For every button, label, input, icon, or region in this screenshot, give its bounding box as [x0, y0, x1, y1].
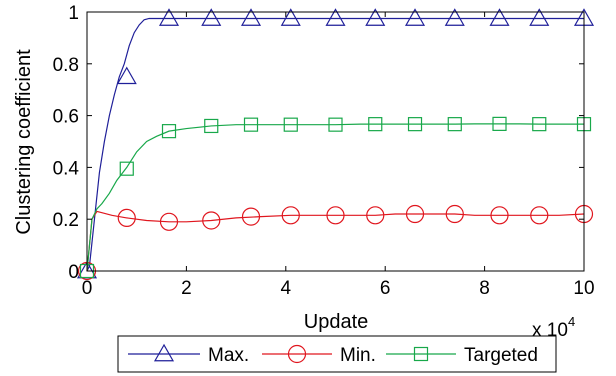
x-tick-label: 4	[281, 278, 292, 299]
series-point-max	[280, 8, 301, 26]
series-point-max	[201, 8, 222, 26]
series-point-targeted	[204, 118, 219, 134]
series-point-targeted	[532, 117, 547, 132]
series-point-min	[281, 206, 300, 225]
series-point-max	[404, 8, 426, 26]
y-tick-label: 0.4	[53, 158, 80, 179]
series-point-min	[530, 206, 549, 225]
legend-label-min: Min.	[340, 345, 376, 366]
series-point-max	[240, 8, 262, 26]
legend-marker-min	[287, 344, 307, 364]
legend-marker-targeted	[413, 346, 429, 362]
x-tick-label: 10	[573, 278, 594, 299]
series-point-max	[325, 8, 346, 26]
series-line-max	[86, 17, 584, 272]
series-point-max	[444, 8, 465, 26]
y-axis-label: Clustering coefficient	[13, 49, 35, 235]
series-point-targeted	[243, 117, 259, 132]
series-point-targeted	[492, 116, 507, 131]
series-point-min	[366, 206, 385, 225]
plot-area-background	[87, 12, 584, 271]
series-point-targeted	[407, 117, 423, 132]
plot-frame	[86, 11, 585, 272]
series-point-min	[117, 208, 136, 228]
series-layer	[76, 8, 595, 281]
series-point-targeted	[161, 124, 177, 139]
series-point-targeted	[328, 117, 343, 132]
ticks-layer: 0 2 4 6 8 10 0 0.2 0.4 0.6 0.8 1	[53, 3, 595, 299]
legend-marker-max	[153, 343, 175, 362]
x-axis-multiplier-exponent: 4	[568, 314, 575, 329]
series-point-min	[241, 207, 261, 226]
series-point-targeted	[368, 117, 383, 132]
x-axis-label: Update	[304, 311, 369, 333]
series-point-targeted	[447, 117, 462, 132]
series-point-targeted	[283, 117, 298, 132]
series-point-min	[159, 212, 179, 231]
series-point-min	[490, 206, 509, 225]
series-point-max	[116, 66, 137, 85]
series-point-min	[445, 204, 464, 224]
y-tick-label: 0.8	[53, 55, 79, 76]
series-point-min	[405, 204, 425, 224]
series-point-max	[158, 8, 180, 26]
legend-label-max: Max.	[208, 345, 249, 366]
y-tick-label: 1	[68, 3, 79, 24]
legend: Max. Min. Targeted	[117, 335, 557, 373]
y-tick-label: 0	[68, 262, 79, 283]
legend-label-targeted: Targeted	[464, 345, 538, 366]
series-point-max	[529, 8, 550, 26]
series-point-max	[365, 8, 386, 26]
y-tick-label: 0.6	[53, 107, 79, 128]
series-point-min	[202, 211, 221, 230]
series-point-min	[326, 206, 345, 225]
y-tick-label: 0.2	[53, 210, 79, 231]
x-tick-label: 0	[82, 278, 93, 299]
legend-items: Max. Min. Targeted	[128, 343, 538, 366]
x-tick-label: 6	[380, 278, 391, 299]
x-tick-label: 8	[479, 278, 490, 299]
series-point-targeted	[119, 161, 134, 176]
x-tick-label: 2	[181, 278, 192, 299]
series-line-targeted	[86, 123, 584, 272]
series-point-max	[489, 8, 510, 26]
